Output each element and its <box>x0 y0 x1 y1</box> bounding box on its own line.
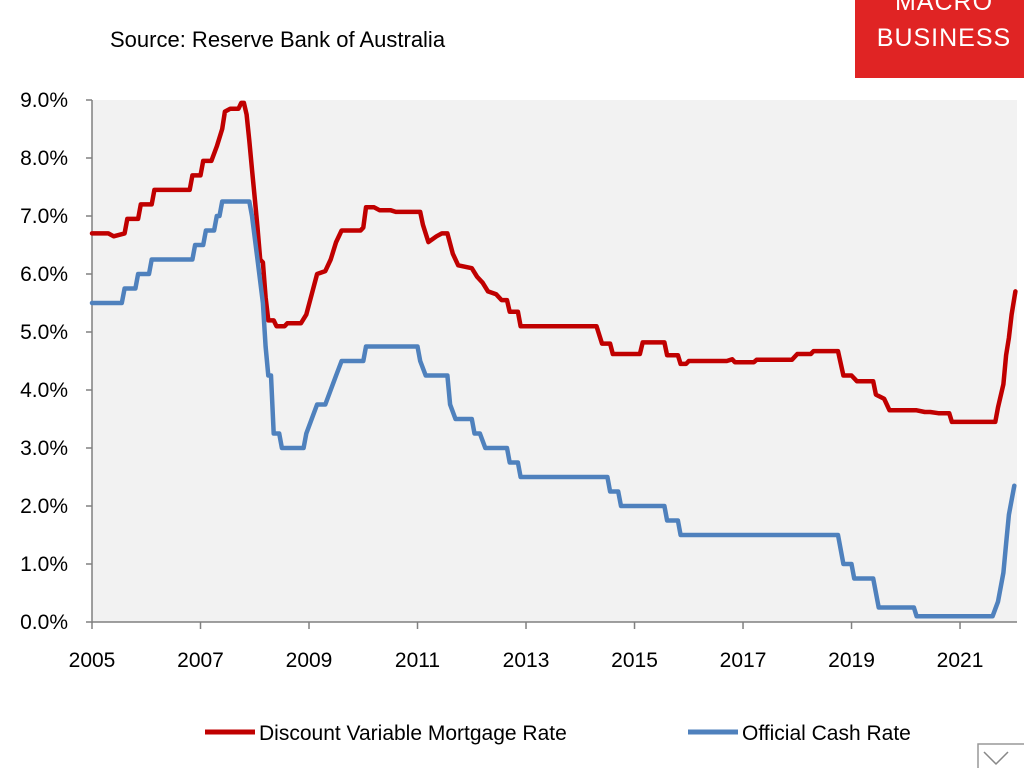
x-tick-label: 2005 <box>69 649 116 672</box>
legend-label: Official Cash Rate <box>742 722 911 745</box>
chart-legend: Discount Variable Mortgage Rate Official … <box>205 722 911 745</box>
plot-area <box>92 100 1017 622</box>
y-tick-label: 6.0% <box>20 263 68 286</box>
y-tick-label: 9.0% <box>20 89 68 112</box>
logo-background <box>855 0 1024 78</box>
y-tick-label: 5.0% <box>20 321 68 344</box>
chart-subtitle: Source: Reserve Bank of Australia <box>110 27 446 52</box>
x-tick-label: 2009 <box>286 649 333 672</box>
series-layer <box>89 100 1018 619</box>
x-tick-label: 2021 <box>937 649 984 672</box>
logo-line-2: BUSINESS <box>877 24 1011 52</box>
x-tick-label: 2013 <box>503 649 550 672</box>
y-tick-label: 8.0% <box>20 147 68 170</box>
mortgage-rate-line <box>89 100 1018 425</box>
x-tick-label: 2011 <box>395 649 440 672</box>
x-tick-label: 2019 <box>828 649 875 672</box>
logo-line-1: MACRO <box>895 0 993 16</box>
macro-business-logo: MACRO BUSINESS <box>855 0 1024 78</box>
y-tick-label: 1.0% <box>20 553 68 576</box>
y-tick-label: 0.0% <box>20 611 68 634</box>
cash-rate-line <box>89 199 1017 619</box>
y-tick-label: 7.0% <box>20 205 68 228</box>
y-tick-label: 2.0% <box>20 495 68 518</box>
y-axis-ticks: 0.0% 1.0% 2.0% 3.0% 4.0% 5.0% 6.0% 7.0% 8.0% 9.0% <box>20 89 92 634</box>
x-axis-ticks: 2005 2007 2009 2011 2013 2015 2017 2019 2021 <box>69 622 984 672</box>
y-tick-label: 4.0% <box>20 379 68 402</box>
y-tick-label: 3.0% <box>20 437 68 460</box>
legend-label: Discount Variable Mortgage Rate <box>259 722 567 745</box>
x-tick-label: 2007 <box>177 649 224 672</box>
x-tick-label: 2015 <box>611 649 658 672</box>
x-tick-label: 2017 <box>720 649 767 672</box>
corner-thumbnail <box>977 743 1024 768</box>
